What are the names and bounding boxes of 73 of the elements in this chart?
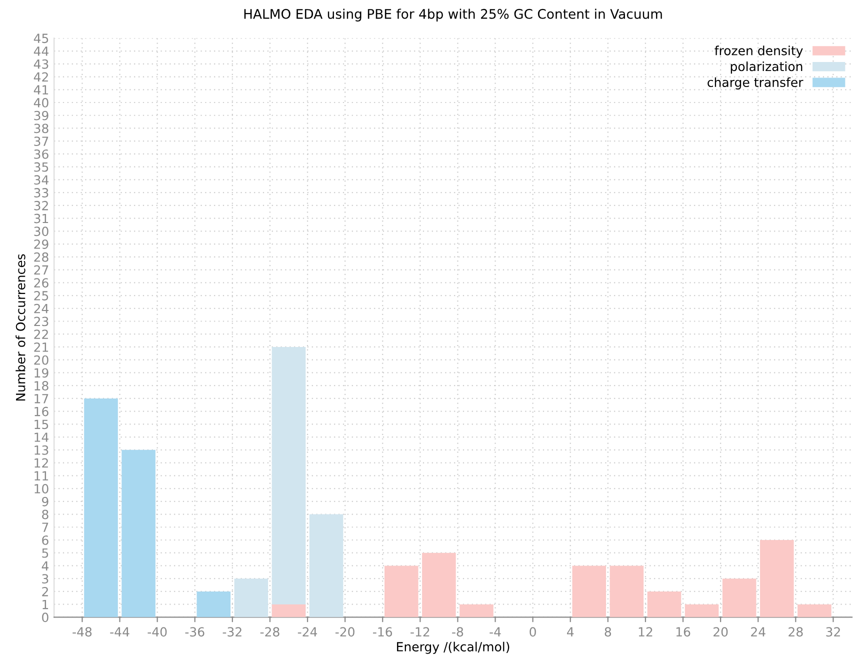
y-tick-label: 15: [34, 420, 48, 430]
y-tick-label: 32: [34, 200, 48, 210]
x-tick-label: -16: [373, 627, 392, 637]
y-tick-label: 26: [34, 278, 48, 288]
y-tick-label: 33: [34, 188, 48, 198]
y-tick-label: 12: [34, 458, 48, 468]
x-tick-label: -40: [148, 627, 167, 637]
x-tick-label: -44: [110, 627, 130, 636]
y-tick-label: 43: [34, 59, 48, 69]
y-tick-label: 3: [42, 574, 48, 584]
x-tick-label: -4: [490, 627, 501, 636]
y-tick-label: 11: [34, 471, 48, 480]
y-tick-label: 30: [34, 226, 48, 236]
y-tick-label: 29: [34, 240, 48, 249]
x-tick-label: -36: [185, 627, 204, 637]
x-tick-label: 0: [530, 627, 536, 637]
x-tick-label: 12: [638, 627, 652, 636]
y-tick-label: 22: [34, 330, 48, 339]
y-tick-label: 35: [34, 162, 48, 172]
chart-title: HALMO EDA using PBE for 4bp with 25% GC Content in Vacuum: [244, 8, 662, 22]
y-tick-label: 8: [42, 510, 48, 520]
y-tick-label: 25: [34, 290, 48, 300]
y-tick-label: 37: [34, 136, 48, 146]
x-tick-label: -28: [260, 627, 280, 637]
x-tick-label: -48: [72, 627, 92, 637]
y-tick-label: 20: [34, 355, 48, 365]
legend-label: frozen density: [714, 46, 803, 58]
y-axis-title: Number of Occurrences: [16, 254, 26, 401]
x-tick-label: 20: [714, 627, 728, 637]
y-tick-label: 16: [34, 406, 48, 416]
y-tick-label: 44: [34, 46, 48, 56]
y-tick-label: 2: [42, 586, 48, 596]
x-tick-label: -24: [298, 627, 318, 636]
y-tick-label: 34: [34, 175, 48, 185]
x-tick-label: -20: [335, 627, 354, 637]
x-tick-label: 8: [604, 627, 612, 637]
y-tick-label: 23: [34, 316, 48, 326]
y-tick-label: 40: [34, 98, 48, 108]
y-tick-label: 1: [42, 600, 48, 610]
y-tick-label: 24: [34, 304, 48, 314]
legend-label: charge transfer: [708, 77, 804, 90]
x-tick-label: -8: [452, 627, 464, 637]
y-tick-label: 13: [34, 445, 48, 455]
x-axis-title: Energy /(kcal/mol): [397, 642, 510, 654]
x-tick-label: 28: [788, 627, 803, 637]
x-tick-label: -32: [222, 627, 242, 637]
y-tick-label: 45: [34, 34, 48, 44]
y-tick-label: 38: [34, 124, 48, 134]
y-tick-label: 18: [34, 381, 48, 391]
y-tick-label: 28: [34, 252, 48, 262]
x-tick-label: 16: [676, 627, 690, 637]
y-tick-label: 27: [34, 265, 48, 275]
legend-label: polarization: [730, 62, 802, 74]
y-tick-label: 5: [42, 548, 48, 558]
x-tick-label: 24: [751, 627, 766, 636]
x-tick-label: 32: [826, 627, 840, 637]
y-tick-label: 6: [42, 535, 48, 545]
y-tick-label: 17: [34, 394, 48, 404]
y-tick-label: 9: [42, 496, 48, 506]
y-tick-label: 14: [34, 432, 48, 442]
y-tick-label: 7: [42, 522, 48, 532]
y-tick-label: 21: [34, 342, 48, 352]
y-tick-label: 31: [34, 214, 48, 224]
y-tick-label: 4: [42, 561, 48, 570]
y-tick-label: 39: [34, 110, 48, 120]
y-tick-label: 10: [34, 484, 48, 494]
y-tick-label: 19: [34, 368, 48, 378]
y-tick-label: 41: [34, 85, 48, 94]
x-tick-label: -12: [410, 627, 430, 636]
y-tick-label: 42: [34, 72, 48, 82]
y-tick-label: 0: [42, 612, 48, 622]
y-tick-label: 36: [34, 149, 48, 159]
x-tick-label: 4: [567, 627, 574, 636]
